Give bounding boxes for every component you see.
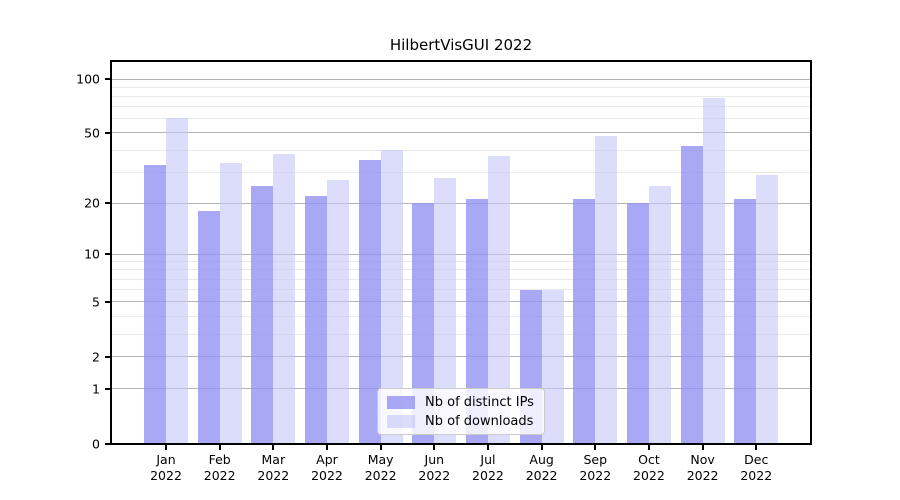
minor-gridline-80	[111, 95, 811, 97]
x-tick-dec	[755, 444, 758, 450]
major-gridline-100	[111, 78, 811, 80]
bar-feb-downloads	[219, 162, 242, 444]
y-tick-label-1: 1	[92, 381, 100, 397]
y-tick-label-50: 50	[84, 125, 100, 141]
bar-apr-downloads	[326, 180, 349, 444]
minor-gridline-4	[111, 315, 811, 317]
x-tick-sep	[594, 444, 597, 450]
bar-sep-downloads	[595, 136, 618, 444]
x-tick-apr	[325, 444, 328, 450]
x-tick-may	[379, 444, 382, 450]
legend-swatch-distinct-ips	[387, 395, 415, 409]
bar-may-downloads	[380, 150, 403, 444]
y-tick-label-5: 5	[92, 294, 100, 310]
x-tick-label-jan: Jan 2022	[150, 451, 182, 483]
major-gridline-10	[111, 253, 811, 255]
minor-gridline-90	[111, 86, 811, 88]
legend-label-downloads: Nb of downloads	[425, 413, 534, 429]
x-tick-label-aug: Aug 2022	[525, 451, 558, 483]
minor-gridline-3	[111, 333, 811, 335]
legend: Nb of distinct IPs Nb of downloads	[377, 388, 545, 435]
minor-gridline-7	[111, 278, 811, 280]
major-gridline-5	[111, 301, 811, 303]
minor-gridline-6	[111, 289, 811, 291]
legend-item-downloads: Nb of downloads	[387, 413, 536, 429]
x-tick-label-dec: Dec 2022	[740, 451, 773, 483]
bar-jul-ips	[465, 199, 488, 444]
x-tick-jul	[486, 444, 489, 450]
y-tick-1	[105, 387, 110, 390]
x-tick-label-jun: Jun 2022	[418, 451, 451, 483]
bar-aug-downloads	[541, 289, 564, 444]
minor-gridline-8	[111, 269, 811, 271]
minor-gridline-60	[111, 118, 811, 120]
legend-item-distinct-ips: Nb of distinct IPs	[387, 394, 536, 410]
x-tick-label-may: May 2022	[364, 451, 397, 483]
x-tick-label-sep: Sep 2022	[579, 451, 612, 483]
minor-gridline-9	[111, 261, 811, 263]
x-tick-nov	[701, 444, 704, 450]
y-tick-10	[105, 253, 110, 256]
legend-swatch-downloads	[387, 414, 415, 428]
bar-jan-downloads	[166, 117, 188, 444]
y-tick-2	[105, 355, 110, 358]
y-tick-label-10: 10	[84, 246, 100, 262]
x-tick-oct	[647, 444, 650, 450]
x-tick-jan	[165, 444, 167, 450]
x-tick-label-nov: Nov 2022	[686, 451, 719, 483]
bar-jan-ips	[144, 164, 166, 444]
y-tick-50	[105, 131, 110, 134]
y-tick-20	[105, 202, 110, 205]
chart-title: HilbertVisGUI 2022	[389, 36, 533, 54]
x-tick-label-oct: Oct 2022	[633, 451, 665, 483]
bar-oct-ips	[626, 203, 649, 444]
x-tick-jun	[433, 444, 436, 450]
bar-nov-ips	[680, 146, 703, 444]
bar-mar-downloads	[273, 154, 296, 444]
bar-jun-ips	[412, 203, 435, 444]
y-tick-0	[105, 442, 110, 445]
bar-mar-ips	[251, 186, 274, 444]
bar-apr-ips	[304, 195, 327, 444]
minor-gridline-70	[111, 106, 811, 108]
y-tick-label-100: 100	[76, 71, 100, 87]
x-tick-label-mar: Mar 2022	[257, 451, 290, 483]
legend-label-distinct-ips: Nb of distinct IPs	[425, 394, 534, 410]
major-gridline-20	[111, 202, 811, 204]
bar-jul-downloads	[487, 156, 510, 444]
y-tick-100	[105, 78, 110, 80]
bar-dec-downloads	[756, 174, 779, 444]
bar-jun-downloads	[434, 177, 457, 444]
bar-dec-ips	[734, 199, 757, 444]
x-tick-aug	[540, 444, 543, 450]
y-tick-5	[105, 300, 110, 303]
x-tick-feb	[218, 444, 221, 450]
bar-nov-downloads	[702, 98, 725, 444]
bar-feb-ips	[197, 210, 220, 444]
y-tick-label-20: 20	[84, 195, 100, 211]
y-tick-label-2: 2	[92, 349, 100, 365]
minor-gridline-30	[111, 171, 811, 173]
major-gridline-2	[111, 356, 811, 358]
x-tick-label-apr: Apr 2022	[311, 451, 343, 483]
minor-gridline-40	[111, 149, 811, 151]
major-gridline-50	[111, 132, 811, 134]
y-tick-label-0: 0	[92, 436, 100, 451]
bar-oct-downloads	[648, 186, 671, 444]
bar-may-ips	[358, 160, 381, 444]
x-tick-mar	[272, 444, 275, 450]
x-tick-label-feb: Feb 2022	[203, 451, 236, 483]
bar-sep-ips	[573, 199, 596, 444]
x-tick-label-jul: Jul 2022	[472, 451, 504, 483]
